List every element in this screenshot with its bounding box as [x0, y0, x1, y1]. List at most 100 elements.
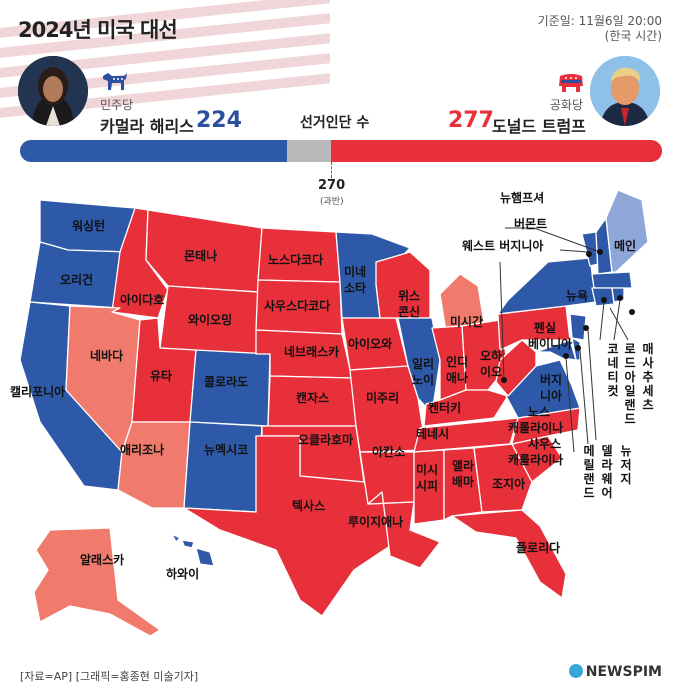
marker-nh [597, 249, 603, 255]
marker-ri [617, 295, 623, 301]
timezone-line: (한국 시간) [604, 29, 662, 43]
donkey-icon [103, 73, 127, 90]
label-oregon: 오리건 [60, 272, 93, 287]
republican-candidate: 공화당 [465, 96, 583, 113]
leader-vt [559, 249, 589, 253]
label-wisconsin-1: 위스 [398, 289, 420, 303]
trump-portrait [590, 56, 660, 126]
label-california: 캘리포니아 [10, 384, 65, 399]
marker-md [563, 353, 569, 359]
label-georgia: 조지아 [492, 476, 525, 491]
label-kentucky: 켄터키 [428, 400, 461, 415]
page-title: 2024년 미국 대선 [18, 18, 178, 42]
elephant-icon [559, 74, 583, 92]
state-maine [605, 190, 649, 273]
label-tennessee: 테네시 [416, 426, 449, 441]
label-oklahoma: 오클라호마 [298, 432, 353, 447]
label-mississippi-1: 미시 [416, 462, 438, 477]
label-virginia-2: 니아 [540, 388, 562, 403]
state-arizona [117, 421, 191, 509]
label-ohio-2: 이오 [480, 364, 502, 379]
label-texas: 텍사스 [292, 498, 325, 513]
leader-md [565, 357, 575, 453]
state-massachusetts [591, 271, 633, 289]
leader-ct [599, 301, 605, 341]
label-indiana-2: 애나 [446, 370, 468, 385]
logo-text: NEWSPIM [585, 664, 662, 680]
label-missouri: 미주리 [366, 390, 399, 405]
label-pennsylvania-1: 펜실 [534, 320, 556, 335]
state-mississippi [413, 449, 445, 525]
state-connecticut [591, 287, 615, 307]
label-florida: 플로리다 [516, 540, 560, 555]
label-nevada: 네바다 [90, 348, 123, 363]
democrat-candidate: 민주당 카멀라 해리스 [100, 96, 194, 137]
threshold-line [331, 162, 332, 178]
state-michigan [439, 273, 485, 333]
republican-party-label: 공화당 [549, 98, 583, 112]
label-hawaii: 하와이 [166, 566, 199, 581]
label-wisconsin-2: 콘신 [398, 304, 420, 319]
label-alabama-2: 배마 [452, 474, 474, 489]
republican-name: 도널드 트럼프 [492, 117, 586, 136]
state-new-jersey [569, 313, 587, 341]
label-kansas: 캔자스 [296, 390, 329, 405]
source-credit: [자료=AP] [그래픽=홍종현 미술기자] [20, 670, 199, 683]
threshold-note: (과반) [320, 197, 344, 207]
threshold-value: 270 [318, 178, 346, 193]
label-north-dakota: 노스다코다 [268, 252, 323, 267]
state-arkansas [359, 451, 421, 505]
label-indiana-1: 인디 [446, 354, 468, 369]
label-alaska: 알래스카 [80, 552, 124, 567]
us-election-map: 워싱턴 오리건 캘리포니아 아이다호 네바다 몬태나 와이오밍 유타 애리조나 … [10, 190, 649, 637]
label-south-dakota: 사우스다코다 [264, 298, 330, 313]
state-new-mexico [183, 421, 263, 513]
republican-votes: 277 [448, 108, 494, 133]
marker-ma [629, 309, 635, 315]
label-new-mexico: 뉴멕시코 [204, 442, 248, 457]
state-kentucky [423, 389, 509, 427]
label-illinois-2: 노이 [412, 372, 434, 387]
newspim-logo: NEWSPIM [568, 664, 662, 680]
leader-wv [499, 261, 505, 381]
logo-icon [568, 664, 583, 678]
label-washington: 워싱턴 [72, 218, 105, 233]
harris-portrait [18, 56, 88, 126]
label-new-york: 뉴욕 [566, 288, 588, 303]
electoral-label: 선거인단 수 [300, 115, 370, 131]
state-texas [183, 435, 391, 617]
marker-wv [501, 377, 507, 383]
label-arizona: 애리조나 [120, 442, 164, 457]
label-south-carolina-1: 사우스 [528, 436, 561, 451]
label-montana: 몬태나 [184, 248, 217, 263]
democrat-bar-segment [20, 140, 288, 162]
democrat-votes: 224 [196, 108, 242, 133]
label-illinois-1: 일리 [412, 356, 434, 371]
state-louisiana [367, 491, 441, 569]
marker-vt [586, 251, 592, 257]
label-new-hampshire: 뉴햄프셔 [500, 190, 544, 205]
label-maine: 메인 [614, 238, 636, 253]
label-south-carolina-2: 캐롤라이나 [508, 452, 563, 467]
timestamp: 기준일: 11월6일 20:00 (한국 시간) [538, 14, 662, 44]
republican-bar-segment [331, 140, 662, 162]
state-hawaii [171, 533, 215, 567]
label-north-carolina-2: 캐롤라이나 [508, 420, 563, 435]
label-west-virginia: 웨스트 버지니아 [462, 238, 543, 253]
label-ohio-1: 오하 [480, 348, 502, 363]
marker-ct [601, 297, 607, 303]
leader-nj [587, 329, 597, 441]
leader-de [579, 349, 589, 445]
republican-name-wrap: 도널드 트럼프 [492, 113, 586, 137]
label-virginia-1: 버지 [540, 372, 562, 387]
label-colorado: 콜로라도 [204, 374, 248, 389]
label-arkansas: 아칸소 [372, 444, 405, 459]
state-alabama [443, 447, 483, 521]
marker-nj [583, 325, 589, 331]
